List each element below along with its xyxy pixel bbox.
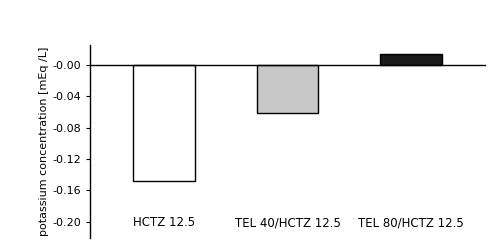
Y-axis label: potassium concentration [mEq /L]: potassium concentration [mEq /L] [40, 46, 50, 236]
Bar [133, 65, 195, 181]
Text: TEL 40/HCTZ 12.5: TEL 40/HCTZ 12.5 [234, 216, 341, 229]
Text: HCTZ 12.5: HCTZ 12.5 [133, 216, 195, 229]
Bar [256, 65, 318, 113]
Bar [380, 54, 442, 65]
Text: TEL 80/HCTZ 12.5: TEL 80/HCTZ 12.5 [358, 216, 464, 229]
